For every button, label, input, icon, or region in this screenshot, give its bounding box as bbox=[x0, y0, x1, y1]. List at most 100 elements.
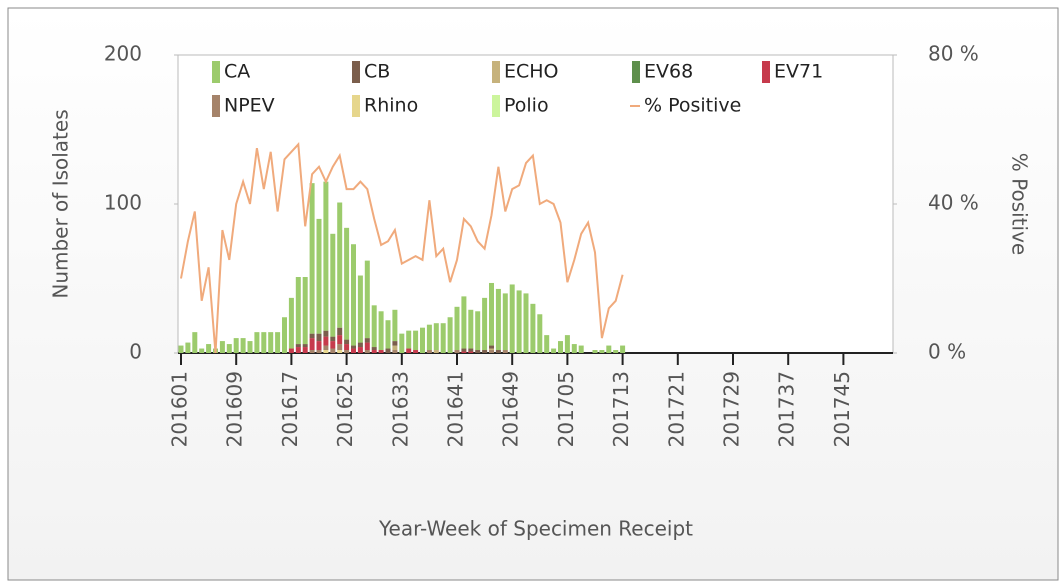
bar-segment bbox=[426, 350, 432, 353]
y2-tick-label: 40 % bbox=[928, 191, 979, 215]
bar-segment bbox=[275, 332, 281, 353]
bar-segment bbox=[420, 327, 425, 353]
bar-segment bbox=[592, 350, 598, 353]
legend-label: EV68 bbox=[644, 61, 693, 83]
legend-marker bbox=[352, 95, 360, 117]
bar-segment bbox=[206, 344, 212, 353]
bar-segment bbox=[302, 344, 308, 348]
bar-segment bbox=[433, 350, 439, 353]
legend-label: Rhino bbox=[364, 95, 418, 117]
legend-marker bbox=[492, 95, 500, 117]
bar-segment bbox=[489, 350, 494, 353]
bar-segment bbox=[295, 277, 301, 345]
bar-segment bbox=[309, 338, 315, 351]
bar-segment bbox=[337, 327, 343, 336]
legend-marker bbox=[352, 61, 360, 83]
bar-segment bbox=[295, 347, 301, 353]
bar-segment bbox=[385, 320, 391, 349]
bar-segment bbox=[282, 317, 287, 353]
legend-label: NPEV bbox=[224, 95, 275, 117]
bar-segment bbox=[468, 351, 474, 353]
bar-segment bbox=[295, 344, 301, 348]
bar-segment bbox=[392, 345, 398, 351]
x-tick-label: 201745 bbox=[830, 371, 854, 447]
bar-segment bbox=[606, 345, 612, 353]
bar-segment bbox=[406, 330, 412, 349]
bar-segment bbox=[316, 350, 322, 353]
bar-segment bbox=[433, 323, 439, 351]
x-tick-label: 201641 bbox=[444, 371, 468, 447]
bar-segment bbox=[461, 351, 467, 353]
x-tick-label: 201609 bbox=[223, 371, 247, 447]
bar-segment bbox=[378, 311, 384, 351]
bar-segment bbox=[288, 348, 294, 353]
bar-segment bbox=[413, 350, 419, 353]
bar-segment bbox=[523, 293, 529, 353]
bar-segment bbox=[489, 348, 494, 351]
bar-segment bbox=[344, 350, 350, 353]
y-axis-title: Number of Isolates bbox=[49, 109, 73, 298]
bar-segment bbox=[309, 350, 315, 353]
bar-segment bbox=[261, 332, 267, 353]
bar-segment bbox=[413, 330, 419, 351]
bar-segment bbox=[489, 345, 494, 349]
line-series bbox=[180, 142, 624, 354]
y2-tick-label: 80 % bbox=[928, 42, 979, 66]
legend-label: % Positive bbox=[644, 95, 741, 117]
bar-segment bbox=[330, 233, 336, 337]
bar-segment bbox=[178, 345, 184, 353]
bar-segment bbox=[288, 297, 294, 349]
bar-segment bbox=[344, 344, 350, 351]
bar-segment bbox=[613, 350, 619, 353]
bar-segment bbox=[482, 297, 488, 351]
legend-marker bbox=[212, 95, 220, 117]
bar-segment bbox=[468, 348, 474, 352]
bar-segment bbox=[351, 244, 356, 346]
legend-label: EV71 bbox=[774, 61, 823, 83]
x-tick-label: 201601 bbox=[168, 371, 192, 447]
bar-segment bbox=[489, 282, 494, 346]
legend-label: CB bbox=[364, 61, 390, 83]
x-axis-title: Year-Week of Specimen Receipt bbox=[378, 517, 693, 541]
bar-segment bbox=[447, 317, 453, 353]
bar-segment bbox=[226, 344, 232, 353]
bar-segment bbox=[385, 348, 391, 353]
x-tick-label: 201625 bbox=[333, 371, 357, 447]
bar-segment bbox=[254, 332, 260, 353]
bar-segment bbox=[219, 341, 225, 353]
bar-segment bbox=[185, 342, 191, 353]
bar-segment bbox=[316, 218, 322, 334]
bar-segment bbox=[571, 344, 577, 353]
bar-segment bbox=[620, 345, 626, 353]
bar-segment bbox=[357, 342, 363, 348]
bar-segment bbox=[502, 293, 508, 351]
bar-segment bbox=[392, 350, 398, 353]
bar-segment bbox=[268, 332, 274, 353]
bar-segment bbox=[337, 202, 343, 328]
bar-segment bbox=[309, 183, 315, 334]
y2-axis-title: % Positive bbox=[1008, 153, 1032, 255]
bar-segment bbox=[530, 303, 536, 353]
bar-segment bbox=[475, 311, 481, 351]
bar-segment bbox=[240, 338, 246, 353]
legend-marker bbox=[492, 61, 500, 83]
bar-segment bbox=[516, 290, 522, 353]
bar-segment bbox=[247, 341, 253, 353]
bar-segment bbox=[599, 350, 605, 353]
bar-segment bbox=[330, 348, 336, 353]
bar-segment bbox=[323, 181, 329, 331]
x-tick-label: 201713 bbox=[609, 371, 633, 447]
bar-segment bbox=[344, 227, 350, 340]
bar-segment bbox=[371, 347, 377, 351]
x-tick-label: 201737 bbox=[775, 371, 799, 447]
bar-segment bbox=[323, 330, 329, 337]
bar-segment bbox=[558, 341, 563, 353]
bar-segment bbox=[406, 348, 412, 353]
bar-segment bbox=[495, 288, 501, 351]
bar-segment bbox=[337, 350, 343, 353]
bar-segment bbox=[392, 309, 398, 342]
legend-label: CA bbox=[224, 61, 250, 83]
legend-marker bbox=[762, 61, 770, 83]
bar-segment bbox=[302, 277, 308, 345]
